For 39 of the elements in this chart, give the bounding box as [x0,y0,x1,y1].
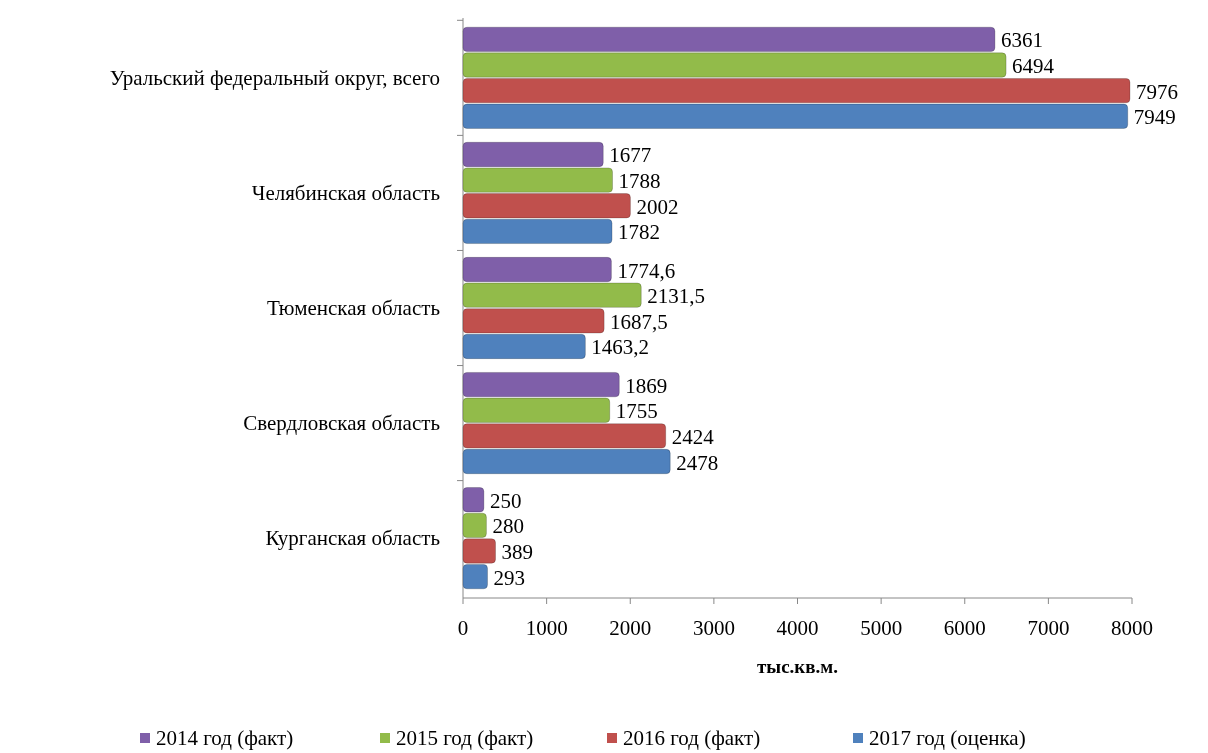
y-tick-label: Челябинская область [251,180,440,205]
x-tick-label: 8000 [1111,616,1153,640]
x-tick-label: 2000 [609,616,652,640]
data-label: 293 [493,565,525,590]
data-label: 389 [501,539,534,564]
x-tick-label: 1000 [525,616,568,640]
data-label: 2002 [636,194,679,219]
legend-label: 2015 год (факт) [396,726,534,750]
data-label: 6494 [1012,54,1055,79]
data-label: 1869 [625,373,668,398]
data-label: 1788 [618,169,661,194]
x-tick-label: 6000 [943,616,986,640]
x-axis-title: тыс.кв.м. [756,656,839,677]
y-tick-label: Курганская область [265,526,440,551]
x-tick-label: 3000 [692,616,735,640]
legend-label: 2014 год (факт) [156,726,294,750]
x-tick-label: 0 [457,616,469,640]
data-label: 250 [489,488,522,513]
data-label: 1463,2 [591,335,650,360]
data-label: 2131,5 [647,284,705,309]
x-tick-label: 4000 [776,616,819,640]
x-tick-label: 7000 [1027,616,1070,640]
data-label: 280 [492,514,524,539]
data-label: 7976 [1135,79,1178,104]
data-label: 1755 [615,399,658,424]
y-tick-label: Свердловская область [243,411,440,436]
legend-label: 2017 год (оценка) [869,726,1026,750]
y-tick-label: Тюменская область [266,296,440,320]
data-label: 1774,6 [617,258,676,283]
y-tick-label: Уральский федеральный округ, всего [109,65,440,90]
data-label: 7949 [1133,105,1176,130]
data-label: 1687,5 [610,309,668,334]
data-label: 6361 [1000,28,1043,53]
data-label: 1677 [609,143,652,168]
legend-label: 2016 год (факт) [623,726,761,750]
x-tick-label: 5000 [860,616,903,640]
data-label: 2424 [671,424,715,449]
data-label: 2478 [676,450,719,475]
data-label: 1782 [618,220,661,245]
